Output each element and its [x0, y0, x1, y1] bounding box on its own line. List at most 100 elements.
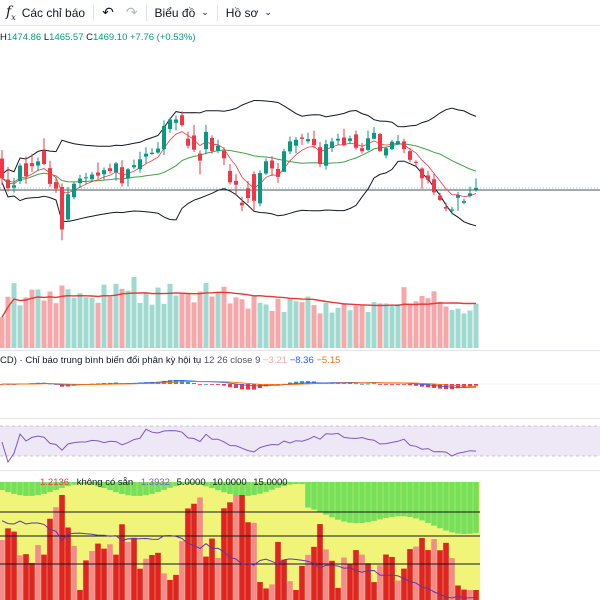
candle-body: [132, 165, 136, 168]
candle-body: [192, 135, 196, 150]
candle-body: [228, 170, 232, 183]
oscillator-green-bar: [197, 482, 203, 485]
volume-bar: [197, 291, 203, 348]
volume-bar: [269, 310, 275, 348]
macd-histogram-bar: [198, 384, 202, 385]
oscillator-green-bar: [401, 482, 407, 517]
volume-bar: [221, 286, 227, 348]
oscillator-value-5: 15.0000: [253, 477, 288, 488]
ohlc-h-label: H: [0, 32, 7, 43]
volume-bar: [419, 295, 425, 348]
volume-bar: [443, 306, 449, 348]
oscillator-red-bar: [287, 581, 293, 600]
oscillator-red-bar: [83, 560, 89, 600]
macd-params: 12 26 close 9: [203, 355, 261, 366]
macd-histogram-bar: [378, 384, 382, 385]
oscillator-green-bar: [269, 482, 275, 490]
oscillator-green-bar: [395, 482, 401, 517]
volume-bar: [233, 297, 239, 348]
chart-menu-button[interactable]: Biểu đồ ⌄: [149, 0, 215, 25]
macd-histogram-bar: [384, 384, 388, 385]
oscillator-red-bar: [437, 550, 443, 600]
candle-body: [354, 134, 358, 148]
oscillator-red-bar: [341, 557, 347, 600]
oscillator-green-bar: [173, 482, 179, 487]
rsi-chart[interactable]: [0, 420, 600, 466]
volume-bar: [11, 283, 17, 348]
undo-button[interactable]: ↶: [96, 0, 120, 25]
oscillator-green-bar: [113, 482, 119, 493]
chart-menu-label: Biểu đồ: [154, 5, 196, 20]
volume-bar: [371, 302, 377, 348]
oscillator-green-bar: [77, 482, 83, 485]
candle-body: [294, 139, 298, 146]
price-chart[interactable]: [0, 25, 600, 350]
oscillator-green-bar: [119, 482, 125, 494]
oscillator-green-bar: [335, 482, 341, 520]
candle-body: [12, 185, 16, 188]
oscillator-green-bar: [473, 482, 479, 533]
oscillator-green-bar: [371, 482, 377, 521]
oscillator-red-bar: [89, 551, 95, 600]
macd-line-value: −8.36: [289, 355, 314, 366]
macd-histogram-bar: [420, 384, 424, 387]
volume-bar: [5, 296, 11, 348]
candle-body: [432, 179, 436, 193]
macd-histogram-bar: [300, 381, 304, 384]
oscillator-green-bar: [59, 482, 65, 488]
candle-body: [246, 188, 250, 198]
candle-body: [276, 169, 280, 177]
oscillator-green-bar: [305, 482, 311, 508]
ohlc-c-label: C: [86, 32, 94, 43]
volume-bar: [299, 302, 305, 348]
oscillator-red-bar: [383, 554, 389, 600]
oscillator-red-bar: [377, 565, 383, 600]
oscillator-green-bar: [203, 482, 209, 487]
oscillator-red-bar: [305, 554, 311, 600]
oscillator-red-bar: [353, 550, 359, 600]
oscillator-red-bar: [245, 522, 251, 600]
oscillator-line: [1, 520, 477, 599]
volume-bar: [203, 283, 209, 348]
oscillator-green-bar: [353, 482, 359, 524]
volume-bar: [389, 306, 395, 348]
volume-bar: [317, 313, 323, 348]
oscillator-green-bar: [365, 482, 371, 523]
candle-body: [234, 180, 238, 185]
volume-bar: [257, 302, 263, 348]
volume-bar: [383, 303, 389, 348]
oscillator-green-bar: [317, 482, 323, 513]
volume-bar: [341, 303, 347, 348]
candle-body: [162, 125, 166, 150]
indicators-button[interactable]: fx Các chỉ báo: [0, 0, 91, 25]
oscillator-green-bar: [359, 482, 365, 524]
oscillator-green-bar: [185, 482, 191, 485]
volume-bar: [425, 298, 431, 348]
oscillator-green-bar: [23, 482, 29, 496]
macd-chart[interactable]: [0, 366, 600, 416]
volume-bar: [395, 304, 401, 348]
candle-body: [66, 194, 70, 220]
volume-bar: [245, 308, 251, 348]
candle-body: [204, 131, 208, 150]
candle-body: [108, 168, 112, 171]
oscillator-red-bar: [431, 539, 437, 600]
oscillator-red-bar: [257, 582, 263, 600]
oscillator-red-bar: [59, 495, 65, 600]
profile-menu-button[interactable]: Hồ sơ ⌄: [220, 0, 278, 25]
volume-bar: [89, 298, 95, 348]
oscillator-red-bar: [179, 540, 185, 600]
macd-hist-value: −3.21: [263, 355, 288, 366]
redo-button[interactable]: ↷: [120, 0, 144, 25]
candle-body: [438, 195, 442, 200]
candle-body: [318, 147, 322, 165]
oscillator-red-bar: [23, 554, 29, 600]
oscillator-red-bar: [389, 556, 395, 600]
oscillator-red-bar: [161, 573, 167, 600]
volume-bar: [83, 297, 89, 348]
oscillator-green-bar: [131, 482, 137, 496]
candle-body: [18, 165, 22, 182]
volume-bar: [251, 296, 257, 348]
oscillator-chart[interactable]: [0, 482, 600, 600]
candle-body: [78, 178, 82, 184]
